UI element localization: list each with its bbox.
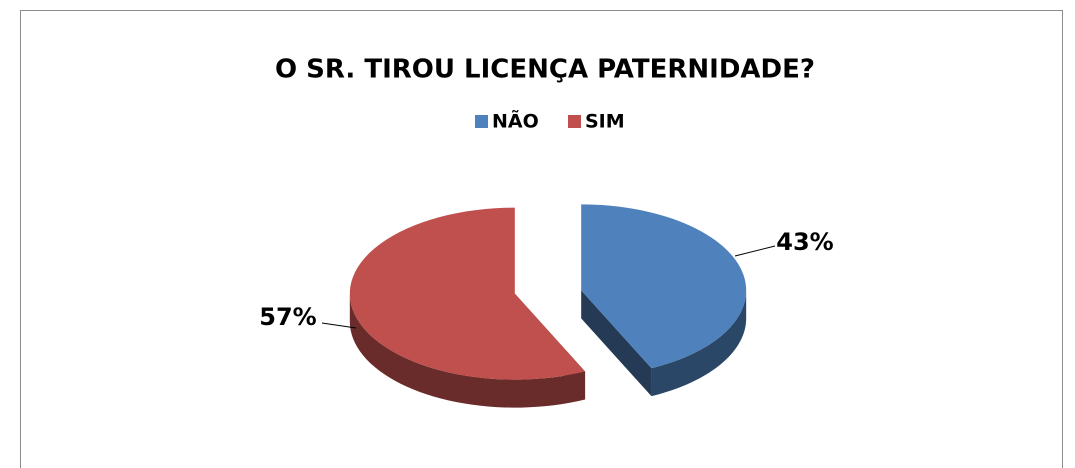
data-label: 57% xyxy=(259,303,316,331)
pie-slice xyxy=(349,207,586,380)
legend-label: SIM xyxy=(585,111,625,133)
legend-label: NÃO xyxy=(492,109,539,133)
slice-wall xyxy=(349,293,586,408)
leader-line xyxy=(734,245,776,257)
slice-side xyxy=(581,290,652,397)
data-label: 43% xyxy=(776,228,833,256)
chart-title: O SR. TIROU LICENÇA PATERNIDADE? xyxy=(275,55,815,85)
slice-wall xyxy=(651,290,747,397)
legend-swatch xyxy=(475,115,488,128)
legend-swatch xyxy=(568,115,581,128)
pie-slice xyxy=(581,204,747,369)
leader-line xyxy=(321,322,357,329)
